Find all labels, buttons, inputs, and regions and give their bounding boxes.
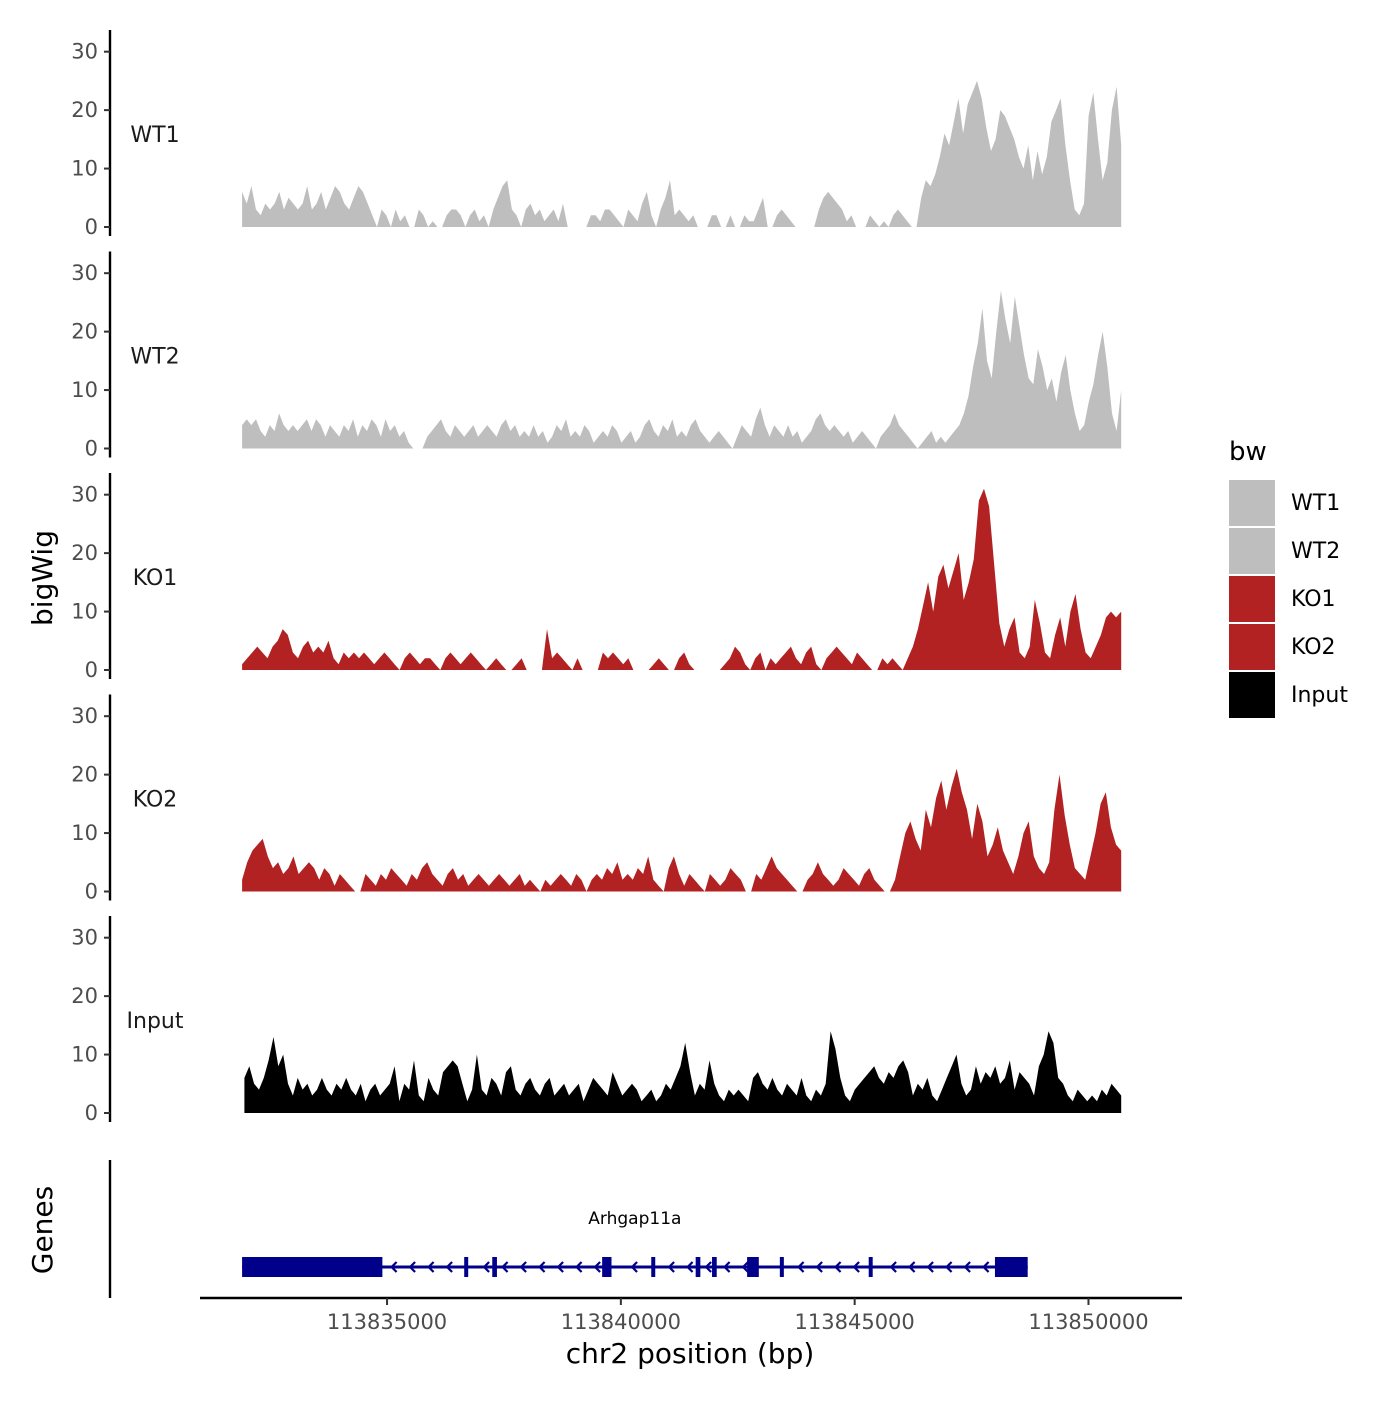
- gene-exon: [747, 1257, 759, 1277]
- genes-axis-label: Genes: [26, 1186, 59, 1274]
- y-tick-label: 10: [71, 378, 98, 402]
- strand-arrow: [667, 1261, 675, 1273]
- track-panel-ko1: 0 10 20 30 KO1: [71, 473, 1122, 682]
- y-tick-label: 10: [71, 600, 98, 624]
- legend-label-ko1: KO1: [1291, 587, 1336, 612]
- strand-arrow: [427, 1261, 435, 1273]
- strand-arrow: [889, 1261, 897, 1273]
- strand-arrow: [723, 1261, 731, 1273]
- legend-swatch-ko1: [1229, 576, 1275, 622]
- strand-arrow: [482, 1261, 490, 1273]
- track-label-ko1: KO1: [133, 566, 178, 591]
- gene-exon: [695, 1257, 701, 1277]
- legend-swatch-ko2: [1229, 624, 1275, 670]
- y-tick-label: 0: [85, 1101, 98, 1125]
- track-label-wt1: WT1: [130, 123, 179, 148]
- x-tick-label: 113835000: [327, 1310, 447, 1334]
- legend-label-wt1: WT1: [1291, 491, 1340, 516]
- coverage-area-input: [244, 1031, 1122, 1113]
- strand-arrow: [593, 1261, 601, 1273]
- y-tick-label: 30: [71, 926, 98, 950]
- track-panel-input: 0 10 20 30 Input: [71, 916, 1122, 1125]
- coverage-area-wt2: [242, 290, 1122, 449]
- y-tick-label: 20: [71, 320, 98, 344]
- gene-exon: [602, 1257, 612, 1277]
- track-label-wt2: WT2: [130, 345, 179, 370]
- y-tick-label: 20: [71, 98, 98, 122]
- legend-label-ko2: KO2: [1291, 635, 1336, 660]
- y-tick-label: 20: [71, 763, 98, 787]
- y-axis-label: bigWig: [26, 530, 59, 626]
- gene-model: Arhgap11a: [242, 1209, 1028, 1277]
- track-label-input: Input: [127, 1009, 184, 1034]
- y-tick-label: 0: [85, 658, 98, 682]
- strand-arrow: [390, 1261, 398, 1273]
- y-tick-label: 0: [85, 880, 98, 904]
- y-tick-label: 0: [85, 215, 98, 239]
- gene-exon: [464, 1257, 469, 1277]
- legend-label-input: Input: [1291, 683, 1348, 708]
- strand-arrow: [686, 1261, 694, 1273]
- strand-arrow: [538, 1261, 546, 1273]
- gene-exon: [868, 1257, 873, 1277]
- strand-arrow: [834, 1261, 842, 1273]
- legend-label-wt2: WT2: [1291, 539, 1340, 564]
- legend-swatch-wt2: [1229, 528, 1275, 574]
- x-tick-label: 113845000: [795, 1310, 915, 1334]
- strand-arrow: [926, 1261, 934, 1273]
- track-panel-ko2: 0 10 20 30 KO2: [71, 694, 1122, 904]
- strand-arrow: [519, 1261, 527, 1273]
- y-tick-label: 20: [71, 984, 98, 1008]
- tracks-layer: 0 10 20 30 WT1 0 10 20 30 WT2 0 10 20 30 KO1 0 10 20 30 KO2…: [71, 30, 1122, 1125]
- track-panel-wt2: 0 10 20 30 WT2: [71, 251, 1122, 461]
- strand-arrow: [501, 1261, 509, 1273]
- y-tick-label: 10: [71, 157, 98, 181]
- strand-arrow: [815, 1261, 823, 1273]
- gene-exon: [651, 1257, 656, 1277]
- x-axis-label: chr2 position (bp): [566, 1337, 815, 1370]
- gene-exon: [779, 1257, 784, 1277]
- track-label-ko2: KO2: [133, 788, 178, 813]
- legend-swatch-wt1: [1229, 480, 1275, 526]
- strand-arrow: [408, 1261, 416, 1273]
- genes-layer: Arhgap11a: [108, 1160, 1028, 1298]
- legend-swatch-input: [1229, 672, 1275, 718]
- gene-exon: [492, 1257, 497, 1277]
- gene-exon: [242, 1257, 383, 1277]
- y-tick-label: 10: [71, 821, 98, 845]
- gene-name-label: Arhgap11a: [588, 1209, 681, 1229]
- strand-arrow: [797, 1261, 805, 1273]
- strand-arrow: [852, 1261, 860, 1273]
- strand-arrow: [445, 1261, 453, 1273]
- strand-arrow: [741, 1261, 749, 1273]
- strand-arrow: [575, 1261, 583, 1273]
- strand-arrow: [963, 1261, 971, 1273]
- strand-arrow: [630, 1261, 638, 1273]
- y-tick-label: 30: [71, 704, 98, 728]
- track-panel-wt1: 0 10 20 30 WT1: [71, 30, 1122, 239]
- strand-arrow: [982, 1261, 990, 1273]
- strand-arrow: [704, 1261, 712, 1273]
- y-tick-label: 10: [71, 1043, 98, 1067]
- y-tick-label: 0: [85, 437, 98, 461]
- y-tick-label: 30: [71, 40, 98, 64]
- strand-arrow: [556, 1261, 564, 1273]
- strand-arrow: [908, 1261, 916, 1273]
- gene-exon: [994, 1257, 1028, 1277]
- gene-exon: [712, 1257, 717, 1277]
- coverage-area-ko1: [242, 488, 1122, 670]
- x-tick-label: 113840000: [561, 1310, 681, 1334]
- x-tick-label: 113850000: [1028, 1310, 1148, 1334]
- strand-arrow: [945, 1261, 953, 1273]
- y-tick-label: 20: [71, 541, 98, 565]
- y-tick-label: 30: [71, 261, 98, 285]
- legend-title: bw: [1229, 437, 1267, 467]
- coverage-area-wt1: [242, 80, 1122, 228]
- y-tick-label: 30: [71, 483, 98, 507]
- x-axis: 113835000 113840000 113845000 113850000: [200, 1296, 1182, 1334]
- legend: bw WT1 WT2 KO1 KO2 Input: [1229, 437, 1348, 718]
- coverage-area-ko2: [242, 768, 1122, 892]
